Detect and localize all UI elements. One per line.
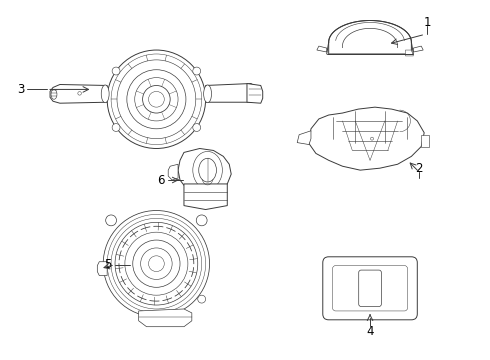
Text: 5: 5 (104, 258, 112, 271)
Circle shape (193, 123, 200, 131)
Circle shape (370, 137, 373, 140)
Polygon shape (329, 21, 412, 54)
Polygon shape (247, 84, 263, 103)
Circle shape (125, 232, 188, 295)
Polygon shape (206, 84, 260, 102)
Ellipse shape (199, 158, 217, 182)
Circle shape (78, 91, 81, 95)
Text: 1: 1 (423, 16, 431, 29)
Polygon shape (297, 131, 311, 145)
Polygon shape (50, 85, 107, 103)
Ellipse shape (101, 85, 109, 103)
Circle shape (106, 215, 117, 226)
Polygon shape (184, 184, 227, 210)
Text: 4: 4 (367, 325, 374, 338)
Circle shape (112, 67, 120, 75)
Circle shape (111, 54, 202, 145)
Polygon shape (309, 107, 424, 170)
FancyBboxPatch shape (359, 270, 381, 306)
Text: 2: 2 (416, 162, 423, 175)
Ellipse shape (204, 85, 212, 103)
FancyBboxPatch shape (323, 257, 417, 320)
Polygon shape (178, 148, 231, 196)
Circle shape (148, 256, 164, 271)
Polygon shape (317, 46, 327, 52)
Circle shape (127, 70, 186, 129)
FancyBboxPatch shape (333, 266, 408, 311)
Polygon shape (414, 46, 423, 52)
Circle shape (141, 248, 172, 279)
Circle shape (112, 123, 120, 131)
Polygon shape (421, 135, 429, 147)
Polygon shape (406, 50, 414, 56)
Circle shape (196, 215, 207, 226)
Ellipse shape (51, 89, 57, 99)
Text: 6: 6 (158, 174, 165, 186)
Circle shape (111, 219, 202, 309)
Polygon shape (98, 262, 107, 275)
Circle shape (143, 85, 170, 113)
Circle shape (103, 211, 210, 317)
Polygon shape (168, 164, 178, 180)
Text: 3: 3 (17, 83, 24, 96)
Circle shape (107, 50, 206, 148)
Circle shape (193, 67, 200, 75)
Circle shape (135, 78, 178, 121)
Circle shape (148, 91, 164, 107)
Circle shape (133, 240, 180, 287)
Ellipse shape (193, 152, 222, 189)
Polygon shape (139, 309, 192, 327)
Circle shape (107, 215, 206, 313)
Circle shape (117, 60, 196, 139)
Circle shape (198, 295, 206, 303)
Circle shape (115, 222, 198, 305)
